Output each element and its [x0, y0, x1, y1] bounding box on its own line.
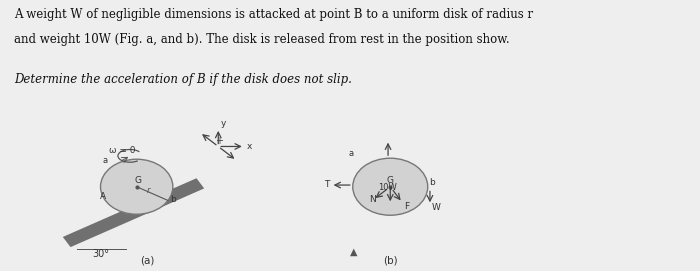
Text: ▲: ▲ [350, 247, 357, 257]
Text: b: b [430, 178, 435, 187]
Text: x: x [247, 142, 252, 151]
Text: A weight W of negligible dimensions is attacked at point B to a uniform disk of : A weight W of negligible dimensions is a… [14, 8, 533, 21]
Text: N: N [369, 195, 375, 204]
Text: +: + [215, 136, 223, 146]
Text: A: A [99, 192, 106, 201]
Text: b: b [170, 195, 176, 204]
Text: y: y [220, 119, 226, 128]
Text: a: a [349, 149, 354, 158]
Text: G: G [134, 176, 141, 185]
Text: W: W [431, 202, 440, 212]
Text: a: a [102, 156, 107, 164]
Text: ω = 0: ω = 0 [109, 146, 136, 155]
Text: F: F [404, 202, 409, 211]
Text: (b): (b) [383, 256, 398, 266]
Circle shape [353, 158, 428, 215]
Circle shape [101, 159, 173, 214]
Text: G: G [386, 176, 393, 185]
Text: T: T [324, 180, 330, 189]
Text: 30°: 30° [92, 249, 110, 259]
Text: (a): (a) [141, 256, 155, 266]
Text: and weight 10W (Fig. a, and b). The disk is released from rest in the position s: and weight 10W (Fig. a, and b). The disk… [14, 33, 510, 46]
Text: 10W: 10W [378, 183, 397, 192]
Text: r: r [146, 186, 150, 195]
Polygon shape [63, 178, 204, 247]
Text: Determine the acceleration of B if the disk does not slip.: Determine the acceleration of B if the d… [14, 73, 352, 86]
